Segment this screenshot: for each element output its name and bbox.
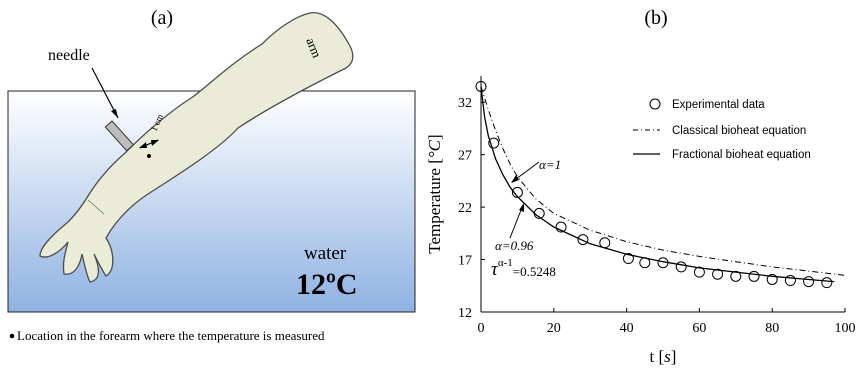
- y-axis-label: Temperature [°C]: [425, 134, 444, 253]
- legend-label-experimental: Experimental data: [672, 99, 765, 111]
- experimental-point: [821, 277, 833, 289]
- fractional-bioheat-line: [480, 86, 835, 283]
- alpha1-pointer-head: [511, 175, 519, 183]
- experimental-point: [712, 268, 724, 280]
- y-tick-label: 12: [458, 306, 472, 321]
- needle-pointer-head: [111, 109, 118, 118]
- y-ticks: 12 17 22 27 32: [458, 96, 485, 321]
- needle: [104, 120, 135, 152]
- panel-b: (b) 0 20 40 60 80 100 12 17 22 27 32 t [s] Temper…: [425, 7, 856, 366]
- experimental-point: [577, 234, 589, 246]
- x-tick-label: 40: [620, 321, 634, 336]
- series-lines: [480, 86, 846, 283]
- y-tick-label: 17: [458, 254, 472, 269]
- y-tick-label: 22: [458, 201, 472, 216]
- tau-label: τα-1=0.5248: [491, 257, 556, 280]
- x-tick-label: 0: [478, 321, 485, 336]
- water-label: water: [304, 243, 347, 264]
- alpha1-label: α=1: [539, 157, 561, 172]
- experimental-point: [766, 273, 778, 285]
- x-tick-label: 80: [765, 321, 779, 336]
- temperature-label: 12ºC: [296, 268, 358, 301]
- arm-thumb-crease: [87, 199, 105, 215]
- experimental-point: [488, 137, 500, 149]
- experimental-point: [730, 270, 742, 282]
- arm-label: arm: [303, 36, 324, 60]
- y-tick-label: 27: [458, 149, 472, 164]
- y-tick-label: 32: [458, 96, 472, 111]
- experimental-point: [533, 207, 545, 219]
- needle-label: needle: [48, 47, 90, 64]
- experimental-point: [599, 237, 611, 249]
- experimental-point: [803, 276, 815, 288]
- experimental-point: [622, 253, 634, 265]
- x-axis-label: t [s]: [650, 347, 677, 366]
- experimental-point: [693, 266, 705, 278]
- experimental-point: [639, 257, 651, 269]
- experimental-points: [475, 80, 833, 289]
- panel-a-label: (a): [151, 7, 173, 29]
- chart: 0 20 40 60 80 100 12 17 22 27 32 t [s] Temperatur…: [425, 76, 856, 366]
- caption-bullet: [9, 333, 15, 339]
- x-ticks: 0 20 40 60 80 100: [478, 308, 856, 336]
- panel-a: (a) arm needle 1 cm water 12ºC Location …: [7, 7, 416, 343]
- legend: Experimental data Classical bioheat equa…: [633, 98, 811, 161]
- classical-bioheat-line: [480, 86, 846, 276]
- experimental-point: [555, 221, 567, 233]
- experimental-point: [511, 186, 523, 198]
- legend-label-classical: Classical bioheat equation: [672, 125, 806, 137]
- experimental-point: [784, 275, 796, 287]
- measurement-point: [147, 154, 151, 158]
- annotations: α=1 α=0.96 τα-1=0.5248: [491, 157, 561, 280]
- x-tick-label: 20: [547, 321, 561, 336]
- experimental-point: [475, 80, 487, 92]
- needle-pointer: [91, 67, 119, 119]
- legend-label-fractional: Fractional bioheat equation: [672, 149, 811, 161]
- experimental-point: [675, 261, 687, 273]
- x-tick-label: 100: [835, 321, 856, 336]
- alpha096-pointer-head: [519, 203, 524, 212]
- caption: Location in the forearm where the temper…: [17, 328, 325, 343]
- panel-b-label: (b): [644, 7, 667, 29]
- experimental-point: [657, 257, 669, 269]
- alpha096-label: α=0.96: [495, 238, 534, 253]
- x-tick-label: 60: [692, 321, 706, 336]
- distance-arrow-head-right: [151, 140, 159, 146]
- legend-marker-experimental: [649, 98, 661, 110]
- experimental-point: [748, 270, 760, 282]
- distance-arrow-head-left: [139, 142, 147, 148]
- arm: [39, 12, 354, 283]
